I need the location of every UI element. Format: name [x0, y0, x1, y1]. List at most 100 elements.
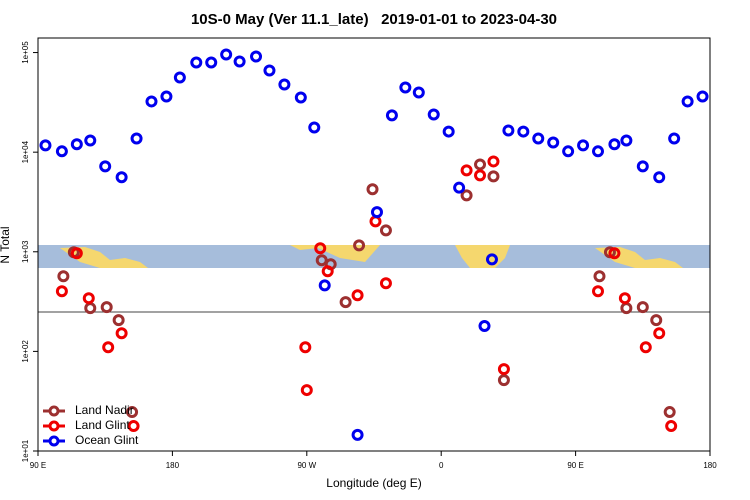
data-point	[608, 138, 621, 151]
data-point	[314, 242, 327, 255]
data-point	[308, 121, 321, 134]
data-point	[353, 239, 366, 252]
y-tick-label: 1e+05	[21, 41, 30, 64]
data-point	[145, 95, 158, 108]
data-point	[547, 136, 560, 149]
data-point	[497, 374, 510, 387]
data-point	[205, 56, 218, 69]
data-point	[55, 285, 68, 298]
data-point	[453, 181, 466, 194]
data-point	[474, 169, 487, 182]
legend-marker	[48, 405, 60, 417]
data-point	[562, 145, 575, 158]
data-point	[70, 247, 83, 260]
data-point	[351, 289, 364, 302]
data-point	[278, 78, 291, 91]
data-point	[608, 247, 621, 260]
data-point	[379, 224, 392, 237]
y-tick-label: 1e+03	[21, 240, 30, 263]
data-point	[173, 71, 186, 84]
data-point	[696, 90, 709, 103]
data-point	[294, 91, 307, 104]
data-point	[300, 384, 313, 397]
data-point	[620, 134, 633, 147]
data-point	[593, 270, 606, 283]
x-axis-label: Longitude (deg E)	[326, 476, 421, 490]
plot-frame	[37, 37, 711, 452]
data-point	[318, 279, 331, 292]
data-point	[366, 183, 379, 196]
data-point	[321, 265, 334, 278]
data-point	[102, 341, 115, 354]
data-point	[130, 132, 143, 145]
data-point	[263, 64, 276, 77]
data-point	[57, 270, 70, 283]
data-point	[250, 50, 263, 63]
data-point	[299, 341, 312, 354]
data-point	[487, 155, 500, 168]
legend-marker	[48, 420, 60, 432]
y-tick-label: 1e+02	[21, 340, 30, 363]
data-point	[460, 189, 473, 202]
data-point	[577, 139, 590, 152]
data-point	[70, 138, 83, 151]
data-point	[532, 132, 545, 145]
x-tick-label: 180	[166, 461, 180, 470]
data-point	[639, 341, 652, 354]
legend-marker	[48, 435, 60, 447]
data-point	[653, 327, 666, 340]
data-point	[385, 109, 398, 122]
data-point	[370, 206, 383, 219]
data-point	[160, 90, 173, 103]
y-axis-label: N Total	[0, 226, 12, 263]
data-point	[112, 314, 125, 327]
data-point	[618, 292, 631, 305]
data-point	[233, 55, 246, 68]
data-point	[127, 420, 140, 433]
x-tick-label: 180	[703, 461, 717, 470]
x-tick-label: 90 E	[30, 461, 46, 470]
data-point	[663, 406, 676, 419]
data-point	[636, 301, 649, 314]
data-point	[485, 253, 498, 266]
data-point	[339, 296, 352, 309]
data-point	[100, 301, 113, 314]
data-point	[84, 134, 97, 147]
x-tick-label: 0	[439, 461, 444, 470]
data-point	[412, 86, 425, 99]
data-point	[653, 171, 666, 184]
data-point	[478, 319, 491, 332]
data-point	[460, 164, 473, 177]
data-point	[99, 160, 112, 173]
x-tick-label: 90 W	[297, 461, 316, 470]
data-point	[636, 160, 649, 173]
data-point	[650, 314, 663, 327]
data-point	[427, 108, 440, 121]
data-point	[665, 420, 678, 433]
ocean-strip	[38, 245, 710, 268]
data-point	[592, 145, 604, 158]
data-point	[517, 125, 530, 138]
legend-label: Land Nadir	[75, 403, 134, 417]
data-point	[379, 277, 392, 290]
data-point	[55, 145, 68, 158]
data-point	[115, 171, 128, 184]
data-point	[681, 95, 694, 108]
data-point	[39, 139, 52, 152]
data-point	[115, 327, 128, 340]
data-point	[442, 125, 455, 138]
data-point	[502, 124, 515, 137]
x-tick-label: 90 E	[567, 461, 583, 470]
data-point	[592, 285, 604, 298]
data-point	[668, 132, 681, 145]
y-tick-label: 1e+04	[21, 140, 30, 163]
legend-label: Ocean Glint	[75, 433, 139, 447]
data-point	[190, 56, 203, 69]
chart-title: 10S-0 May (Ver 11.1_late) 2019-01-01 to …	[191, 11, 557, 28]
data-point	[82, 292, 95, 305]
data-point	[126, 406, 139, 419]
legend-label: Land Glint	[75, 418, 130, 432]
land-shape	[595, 247, 683, 268]
data-point	[399, 81, 412, 94]
